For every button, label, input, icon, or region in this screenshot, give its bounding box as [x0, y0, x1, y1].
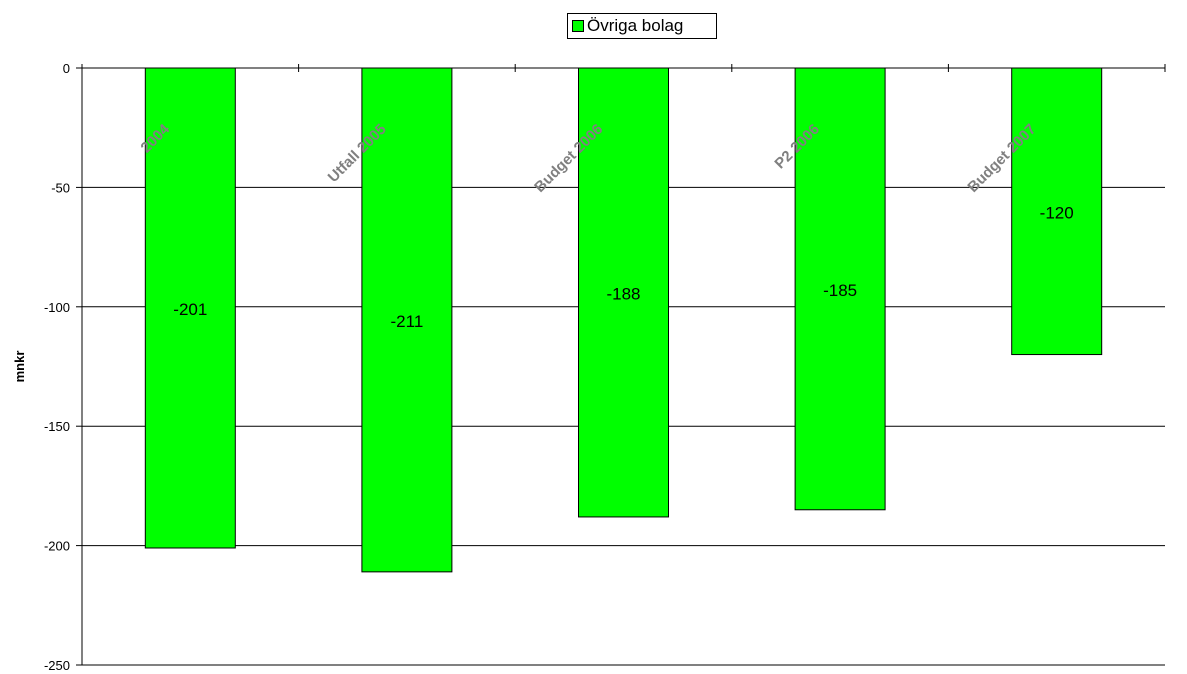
legend-swatch [572, 20, 584, 32]
data-label: -211 [391, 312, 424, 331]
bar [794, 67, 886, 511]
bar [144, 67, 236, 549]
bar [1011, 67, 1103, 356]
bar [578, 67, 669, 518]
legend: Övriga bolag [567, 13, 717, 39]
y-tick-label: -100 [44, 300, 70, 315]
y-tick-label: -250 [44, 658, 70, 673]
y-tick-label: -150 [44, 419, 70, 434]
y-tick-label: -200 [44, 539, 70, 554]
y-tick-label: -50 [51, 180, 70, 195]
data-label: -185 [823, 281, 857, 300]
data-label: -201 [173, 300, 207, 319]
y-tick-label: 0 [63, 61, 70, 76]
bar [361, 67, 453, 573]
y-axis-label: mnkr [12, 351, 27, 383]
data-label: -120 [1040, 203, 1074, 222]
legend-label: Övriga bolag [587, 16, 684, 35]
data-label: -188 [606, 284, 640, 303]
